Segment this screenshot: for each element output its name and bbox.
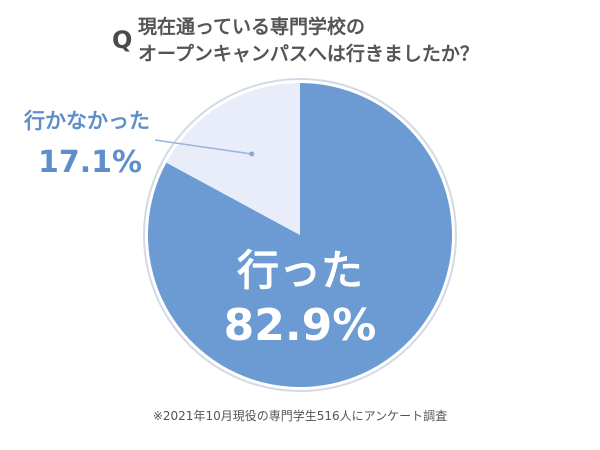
question-line-2: オープンキャンパスへは行きましたか？	[138, 43, 479, 65]
question-title: 現在通っている専門学校の オープンキャンパスへは行きましたか？	[138, 14, 479, 68]
slice-value: 82.9%	[224, 300, 377, 351]
question-line-1: 現在通っている専門学校の	[138, 16, 366, 38]
survey-footnote: ※2021年10月現役の専門学生516人にアンケート調査	[152, 409, 448, 423]
slice-label: 行かなかった	[23, 109, 150, 133]
question-mark-icon: Q	[112, 26, 133, 54]
slice-label: 行った	[237, 246, 363, 295]
slice-value: 17.1%	[38, 145, 142, 180]
pie-slice	[147, 83, 452, 388]
leader-line	[154, 139, 252, 155]
pie-slice	[166, 82, 300, 235]
leader-dot	[249, 151, 255, 157]
